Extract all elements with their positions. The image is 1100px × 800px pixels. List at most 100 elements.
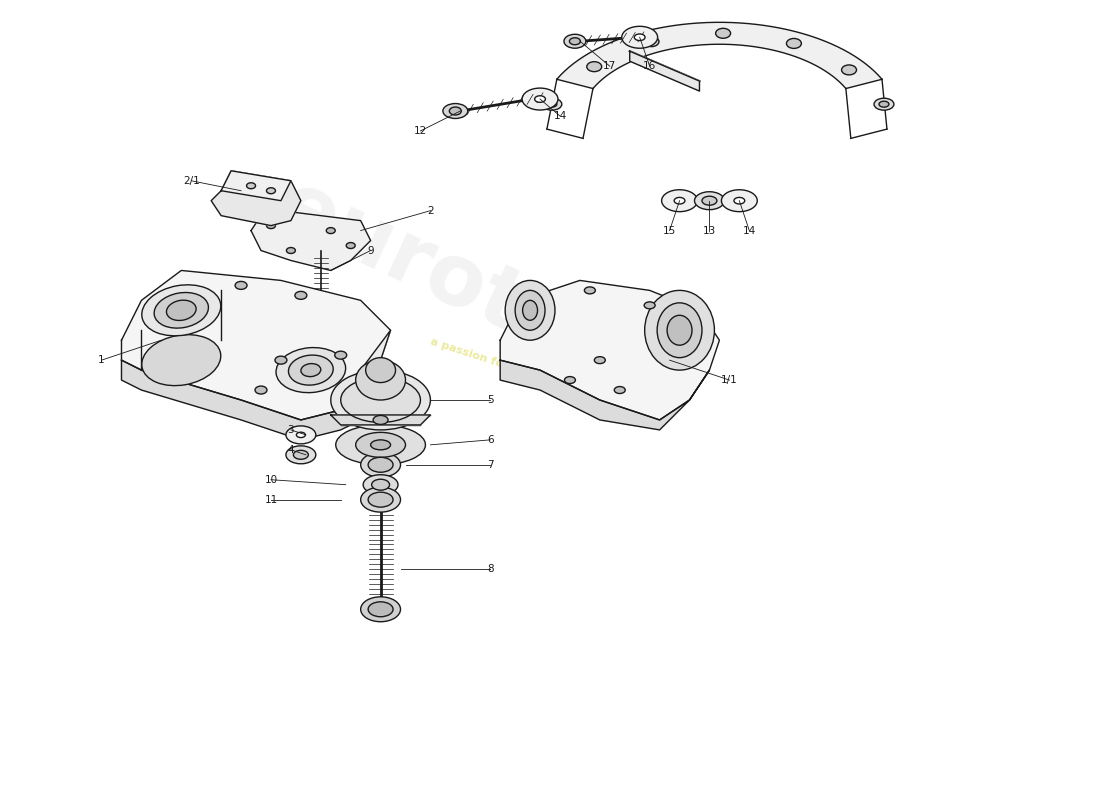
Ellipse shape: [371, 440, 390, 450]
Ellipse shape: [361, 487, 400, 512]
Ellipse shape: [564, 34, 586, 48]
Ellipse shape: [842, 65, 857, 75]
Ellipse shape: [368, 602, 393, 617]
Ellipse shape: [368, 458, 393, 472]
Text: eurotec: eurotec: [264, 164, 637, 397]
Ellipse shape: [874, 98, 894, 110]
Ellipse shape: [667, 315, 692, 345]
Text: 9: 9: [367, 246, 374, 255]
Ellipse shape: [355, 360, 406, 400]
Text: 1/1: 1/1: [720, 375, 738, 385]
Text: 14: 14: [742, 226, 756, 235]
Text: 1: 1: [98, 355, 104, 365]
Polygon shape: [251, 210, 371, 270]
Ellipse shape: [674, 198, 685, 204]
Ellipse shape: [614, 386, 625, 394]
Ellipse shape: [373, 415, 388, 425]
Ellipse shape: [564, 377, 575, 383]
Text: 17: 17: [603, 61, 616, 71]
Polygon shape: [121, 270, 390, 420]
Polygon shape: [629, 51, 700, 91]
Ellipse shape: [336, 425, 426, 465]
Ellipse shape: [266, 188, 275, 194]
Text: 7: 7: [487, 460, 494, 470]
Ellipse shape: [286, 247, 296, 254]
Ellipse shape: [246, 182, 255, 189]
Ellipse shape: [142, 334, 221, 386]
Text: 6: 6: [487, 435, 494, 445]
Ellipse shape: [542, 98, 562, 110]
Polygon shape: [121, 360, 361, 440]
Polygon shape: [500, 281, 719, 420]
Ellipse shape: [645, 302, 656, 309]
Ellipse shape: [505, 281, 556, 340]
Text: 15: 15: [663, 226, 676, 235]
Ellipse shape: [570, 38, 581, 45]
Ellipse shape: [879, 102, 889, 107]
Ellipse shape: [294, 450, 308, 459]
Ellipse shape: [645, 290, 714, 370]
Polygon shape: [221, 170, 290, 201]
Text: a passion for Parts since 1985: a passion for Parts since 1985: [429, 336, 612, 404]
Ellipse shape: [734, 198, 745, 204]
Polygon shape: [331, 415, 430, 425]
Ellipse shape: [443, 103, 468, 118]
Ellipse shape: [716, 28, 730, 38]
Ellipse shape: [296, 432, 306, 438]
Text: 3: 3: [287, 425, 294, 435]
Text: 11: 11: [264, 494, 277, 505]
Ellipse shape: [255, 386, 267, 394]
Ellipse shape: [331, 370, 430, 430]
Ellipse shape: [584, 287, 595, 294]
Ellipse shape: [621, 26, 658, 48]
Ellipse shape: [522, 88, 558, 110]
Ellipse shape: [154, 293, 208, 328]
Ellipse shape: [166, 300, 196, 321]
Ellipse shape: [288, 355, 333, 385]
Ellipse shape: [295, 291, 307, 299]
Polygon shape: [500, 360, 710, 430]
Ellipse shape: [301, 363, 321, 377]
Ellipse shape: [722, 190, 757, 212]
Text: 8: 8: [487, 565, 494, 574]
Text: 14: 14: [553, 111, 566, 121]
Ellipse shape: [694, 192, 725, 210]
Ellipse shape: [327, 228, 336, 234]
Ellipse shape: [275, 356, 287, 364]
Ellipse shape: [341, 378, 420, 422]
Ellipse shape: [702, 196, 717, 205]
Ellipse shape: [547, 102, 557, 107]
Text: 12: 12: [414, 126, 427, 136]
Text: 10: 10: [264, 474, 277, 485]
Ellipse shape: [450, 107, 461, 115]
Ellipse shape: [346, 242, 355, 249]
Ellipse shape: [657, 303, 702, 358]
Text: 2: 2: [427, 206, 433, 216]
Ellipse shape: [235, 282, 248, 290]
Text: 13: 13: [703, 226, 716, 235]
Ellipse shape: [276, 347, 345, 393]
Ellipse shape: [286, 446, 316, 464]
Ellipse shape: [586, 62, 602, 72]
Polygon shape: [341, 330, 390, 410]
Polygon shape: [211, 170, 301, 226]
Ellipse shape: [286, 426, 316, 444]
Ellipse shape: [363, 474, 398, 494]
Polygon shape: [557, 22, 882, 89]
Ellipse shape: [334, 351, 346, 359]
Text: 4: 4: [287, 445, 294, 455]
Ellipse shape: [266, 222, 275, 229]
Ellipse shape: [142, 285, 221, 336]
Ellipse shape: [522, 300, 538, 320]
Ellipse shape: [372, 479, 389, 490]
Ellipse shape: [644, 37, 659, 46]
Ellipse shape: [515, 290, 544, 330]
Ellipse shape: [535, 96, 546, 102]
Ellipse shape: [355, 432, 406, 458]
Ellipse shape: [361, 597, 400, 622]
Text: 5: 5: [487, 395, 494, 405]
Ellipse shape: [368, 492, 393, 507]
Ellipse shape: [594, 357, 605, 364]
Ellipse shape: [635, 34, 645, 41]
Text: 16: 16: [644, 61, 657, 71]
